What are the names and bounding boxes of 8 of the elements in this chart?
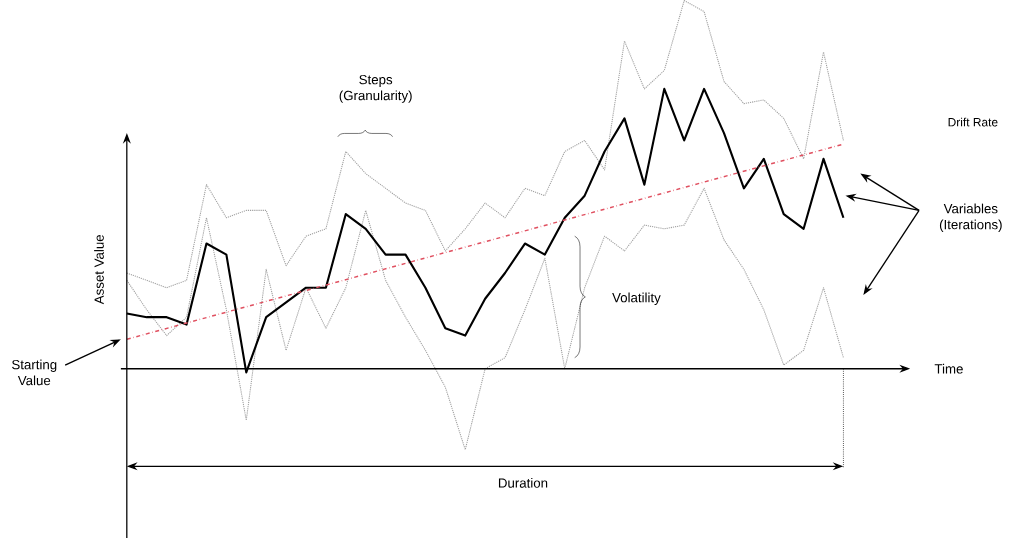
text: Drift Rate	[948, 117, 998, 127]
text: Duration	[498, 478, 548, 488]
y-axis-title: Asset Value	[94, 235, 104, 305]
text: Time	[934, 363, 963, 374]
annotation: Steps (Granularity)	[339, 75, 412, 103]
text: Variables (Iterations)	[939, 203, 1002, 233]
text: Starting Value	[12, 359, 57, 386]
annotation: Volatility	[612, 292, 661, 306]
